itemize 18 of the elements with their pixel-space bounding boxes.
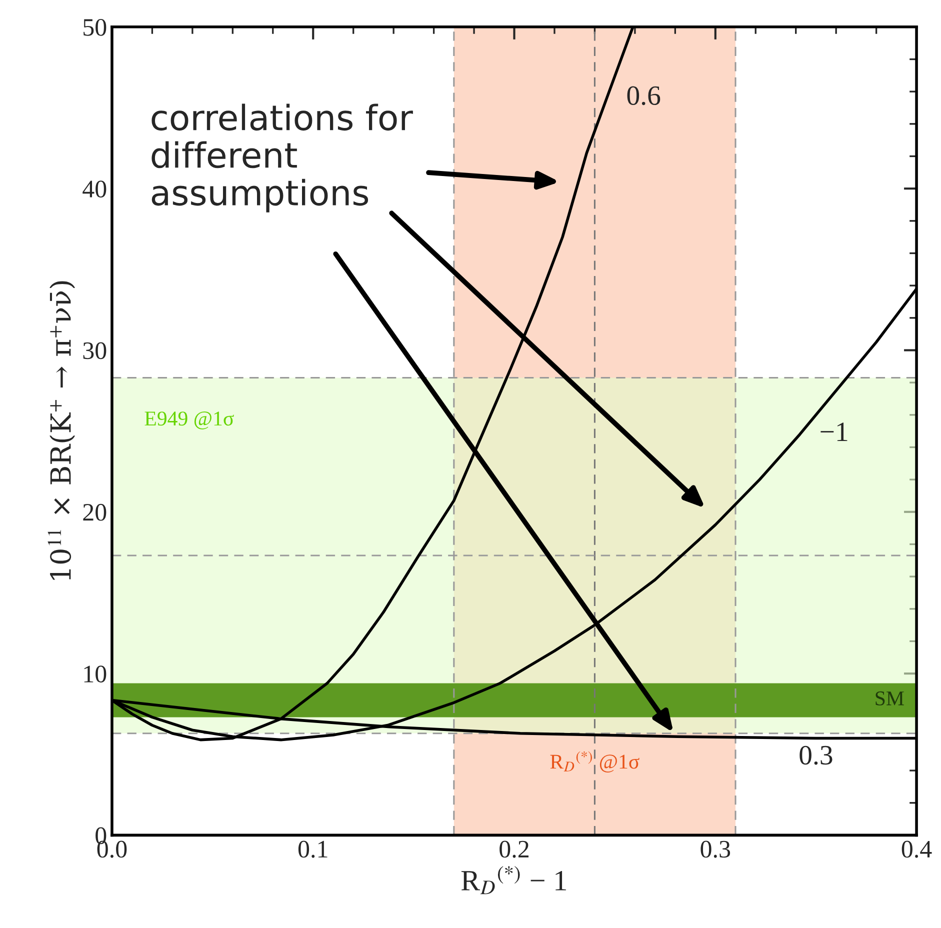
x-tick-label: 0.3 bbox=[700, 840, 730, 858]
series-label: 0.3 bbox=[800, 746, 832, 765]
x-tick-label: 0.1 bbox=[298, 840, 328, 858]
y-tick-label: 40 bbox=[82, 180, 106, 198]
series-label: 0.6 bbox=[627, 86, 660, 106]
series-label: −1 bbox=[820, 422, 848, 441]
y-axis-title: 10$^{11}$ × BR(K$^{+}$ → π$^{+}$νν̄) bbox=[48, 281, 75, 580]
y-tick-label: 30 bbox=[83, 342, 106, 360]
x-tick-label: 0.2 bbox=[500, 840, 529, 858]
y-tick-label: 20 bbox=[83, 504, 106, 521]
y-tick-label: 10 bbox=[84, 666, 106, 682]
band-label: SM bbox=[876, 691, 904, 706]
annotation: correlations for different assumptions bbox=[152, 104, 413, 212]
band-label: R$_{D}$$^{(*)}$ @1σ bbox=[550, 751, 640, 773]
x-axis-title: R$_{D}$$^{(*)}$ − 1 bbox=[461, 866, 566, 894]
x-tick-label: 0.4 bbox=[902, 840, 932, 858]
band-label: E949 @1σ bbox=[144, 412, 234, 430]
y-tick-label: 50 bbox=[84, 18, 106, 36]
